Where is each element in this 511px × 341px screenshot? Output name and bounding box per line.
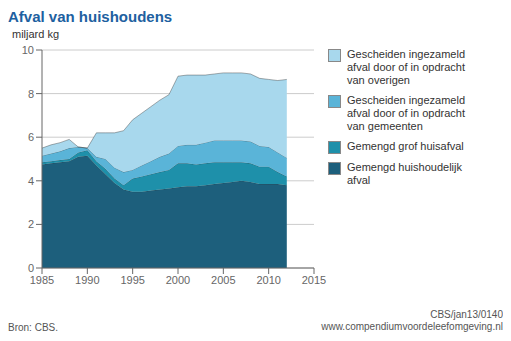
svg-text:2010: 2010 [256, 274, 280, 286]
html-text:Gemengd huishoudelijk afval: Gemengd huishoudelijk afval [347, 161, 462, 186]
svg-text:8: 8 [28, 88, 34, 100]
svg-text:1995: 1995 [120, 274, 144, 286]
svg-text:4: 4 [28, 175, 34, 187]
svg-text:2015: 2015 [302, 274, 326, 286]
svg-text:0: 0 [28, 262, 34, 274]
html-text:Bron: CBS.: Bron: CBS. [8, 322, 58, 333]
html-text:miljard kg: miljard kg [12, 28, 60, 40]
html-text:Gemengd grof huisafval: Gemengd grof huisafval [347, 140, 464, 152]
svg-text:6: 6 [28, 131, 34, 143]
html-text:CBS/jan13/0140: CBS/jan13/0140 [430, 309, 503, 320]
svg-text:1990: 1990 [75, 274, 99, 286]
svg-text:1985: 1985 [30, 274, 54, 286]
html-text:www.compendiumvoordeleefomgevi: www.compendiumvoordeleefomgeving.nl [321, 321, 503, 332]
html-text:Gescheiden ingezameld afval do: Gescheiden ingezameld afval door of in o… [347, 94, 465, 132]
svg-text:2000: 2000 [166, 274, 190, 286]
svg-text:10: 10 [22, 44, 34, 56]
svg-text:2005: 2005 [211, 274, 235, 286]
html-text:Afval van huishoudens: Afval van huishoudens [8, 8, 173, 25]
svg-text:2: 2 [28, 218, 34, 230]
html-text:Gescheiden ingezameld afval do: Gescheiden ingezameld afval door of in o… [347, 48, 465, 86]
